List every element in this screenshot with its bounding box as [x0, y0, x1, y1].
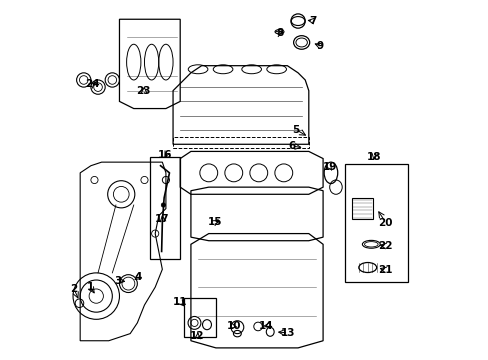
Text: 14: 14: [258, 321, 273, 331]
Text: 18: 18: [366, 152, 380, 162]
Text: 22: 22: [378, 241, 392, 251]
Text: 8: 8: [275, 28, 283, 38]
Text: 5: 5: [292, 125, 299, 135]
Text: 12: 12: [190, 332, 204, 342]
Text: 2: 2: [70, 284, 77, 294]
Bar: [344, 164, 407, 282]
Text: 9: 9: [316, 41, 323, 51]
Text: 21: 21: [378, 265, 392, 275]
Text: 17: 17: [155, 214, 169, 224]
Text: 16: 16: [158, 150, 172, 160]
Text: 6: 6: [287, 141, 295, 151]
Text: 23: 23: [136, 86, 151, 96]
Text: 15: 15: [207, 217, 222, 227]
Text: 4: 4: [134, 272, 142, 282]
Text: 24: 24: [85, 79, 100, 89]
Text: 7: 7: [309, 16, 316, 26]
Text: 19: 19: [322, 162, 336, 172]
Text: 1: 1: [86, 282, 94, 292]
Bar: [183, 298, 216, 337]
Text: 13: 13: [280, 328, 295, 338]
Text: 3: 3: [115, 276, 122, 286]
Text: 10: 10: [226, 321, 241, 332]
Circle shape: [216, 219, 219, 223]
Text: 20: 20: [378, 218, 392, 228]
Text: 11: 11: [173, 297, 187, 307]
Circle shape: [161, 203, 165, 207]
Bar: [149, 157, 180, 258]
